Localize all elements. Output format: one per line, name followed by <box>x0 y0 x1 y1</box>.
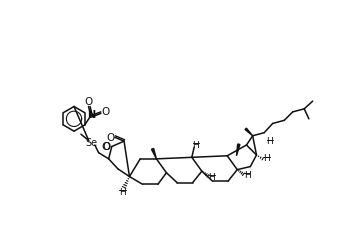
Text: N: N <box>87 110 96 120</box>
Text: H: H <box>119 188 126 197</box>
Text: H: H <box>266 137 273 146</box>
Polygon shape <box>152 148 157 159</box>
Text: H: H <box>208 173 215 182</box>
Polygon shape <box>245 128 253 136</box>
Text: O: O <box>101 107 110 117</box>
Polygon shape <box>237 144 240 156</box>
Text: O: O <box>101 142 110 152</box>
Text: H: H <box>192 141 199 150</box>
Text: Se: Se <box>86 138 98 148</box>
Text: O: O <box>107 133 115 143</box>
Text: O: O <box>102 141 111 151</box>
Text: H: H <box>244 171 251 180</box>
Text: H: H <box>263 154 270 163</box>
Text: O: O <box>84 97 93 107</box>
